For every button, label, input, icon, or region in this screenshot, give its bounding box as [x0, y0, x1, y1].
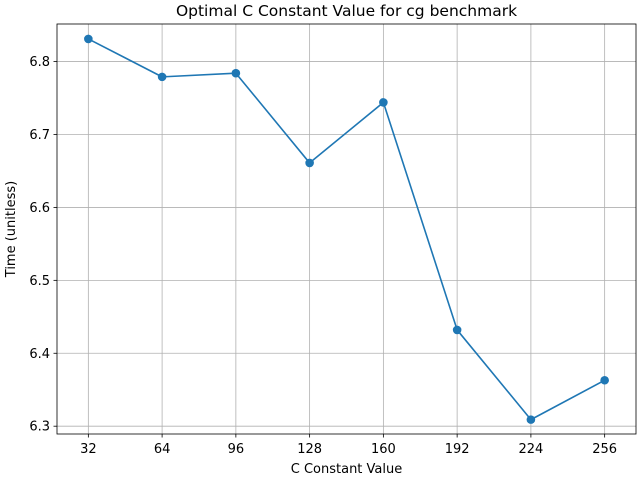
data-point	[452, 325, 462, 335]
y-tick-label: 6.4	[29, 347, 50, 362]
chart-title: Optimal C Constant Value for cg benchmar…	[176, 2, 517, 20]
x-tick-label: 96	[228, 442, 245, 457]
data-point	[305, 158, 314, 168]
x-tick-label: 224	[518, 442, 543, 457]
x-tick-label: 128	[297, 442, 322, 457]
data-point	[379, 98, 388, 107]
series-line	[87, 38, 606, 421]
y-tick-label: 6.6	[29, 201, 50, 216]
data-series	[84, 34, 609, 424]
axis-ticks: 32 64 96 128 160 192 224 256 6.3 6.4 6.5 6.6 6.7 6.8	[29, 55, 617, 457]
y-tick-label: 6.5	[29, 274, 50, 289]
y-tick-label: 6.7	[29, 128, 50, 143]
data-point	[526, 415, 536, 424]
data-point	[157, 72, 167, 82]
data-point	[600, 375, 609, 385]
data-point	[84, 34, 93, 44]
y-tick-label: 6.3	[29, 420, 50, 435]
plot-area-frame	[56, 23, 637, 435]
x-tick-label: 64	[154, 442, 171, 457]
x-tick-label: 32	[80, 442, 97, 457]
grid-lines	[57, 24, 636, 434]
x-axis-label: C Constant Value	[291, 462, 402, 477]
x-tick-label: 160	[371, 442, 396, 457]
y-axis-label: Time (unitless)	[4, 181, 19, 278]
data-point	[231, 68, 241, 78]
y-tick-label: 6.8	[29, 55, 50, 70]
x-tick-label: 192	[445, 442, 470, 457]
x-tick-label: 256	[592, 442, 617, 457]
